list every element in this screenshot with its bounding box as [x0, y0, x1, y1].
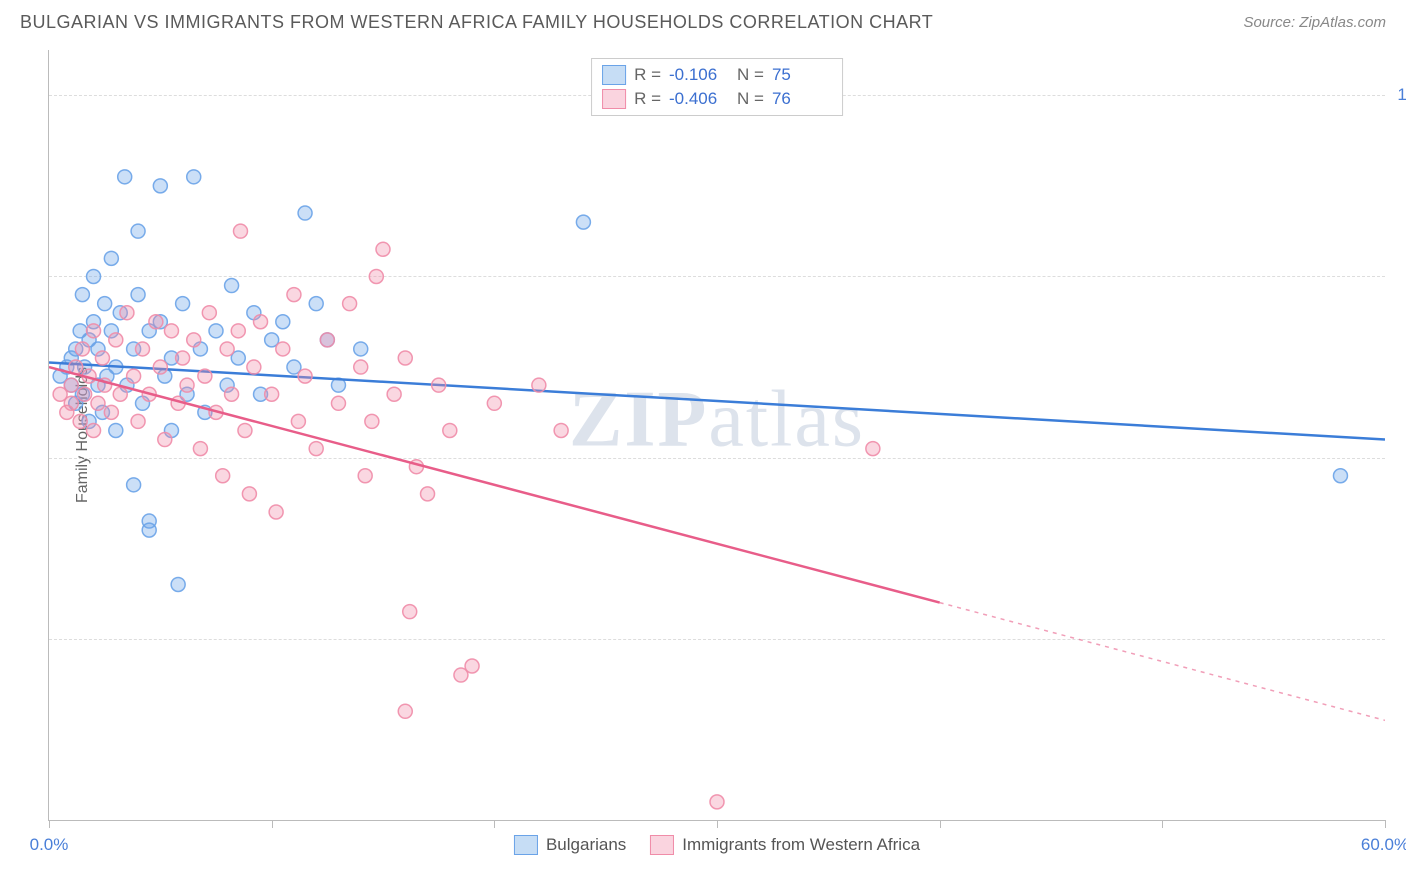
- legend-stats-row-2: R = -0.406 N = 76: [602, 87, 832, 111]
- swatch-pink: [602, 89, 626, 109]
- legend-stats-row-1: R = -0.106 N = 75: [602, 63, 832, 87]
- x-tick: [1385, 820, 1386, 828]
- legend-stats: R = -0.106 N = 75 R = -0.406 N = 76: [591, 58, 843, 116]
- x-tick: [272, 820, 273, 828]
- y-tick-label: 40.0%: [1395, 629, 1406, 649]
- y-tick-label: 100.0%: [1395, 85, 1406, 105]
- swatch-blue: [602, 65, 626, 85]
- x-tick-label: 60.0%: [1361, 835, 1406, 855]
- x-tick: [717, 820, 718, 828]
- y-tick-label: 60.0%: [1395, 448, 1406, 468]
- plot-svg: [49, 50, 1385, 820]
- legend-label: Bulgarians: [546, 835, 626, 855]
- legend-series: Bulgarians Immigrants from Western Afric…: [514, 835, 920, 855]
- x-tick: [940, 820, 941, 828]
- legend-item-bulgarians: Bulgarians: [514, 835, 626, 855]
- chart-title: BULGARIAN VS IMMIGRANTS FROM WESTERN AFR…: [20, 12, 933, 33]
- x-tick: [49, 820, 50, 828]
- x-tick-label: 0.0%: [30, 835, 69, 855]
- x-tick: [1162, 820, 1163, 828]
- legend-label: Immigrants from Western Africa: [682, 835, 920, 855]
- legend-item-immigrants: Immigrants from Western Africa: [650, 835, 920, 855]
- swatch-blue-icon: [514, 835, 538, 855]
- x-tick: [494, 820, 495, 828]
- y-tick-label: 80.0%: [1395, 266, 1406, 286]
- source-label: Source: ZipAtlas.com: [1243, 14, 1386, 31]
- chart-area: Family Households ZIPatlas R = -0.106 N …: [48, 50, 1385, 821]
- swatch-pink-icon: [650, 835, 674, 855]
